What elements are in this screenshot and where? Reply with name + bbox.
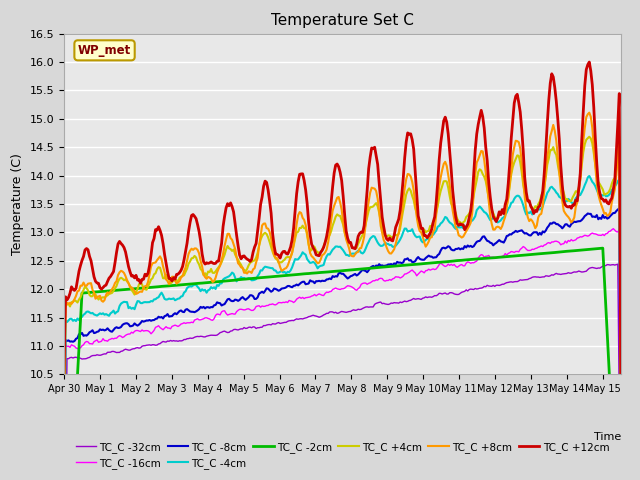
TC_C -32cm — [152, 342, 159, 348]
TC_C -4cm — [152, 296, 159, 302]
Text: Time: Time — [593, 432, 621, 443]
TC_C +8cm — [248, 270, 255, 276]
TC_C +8cm — [617, 372, 625, 377]
TC_C -4cm — [607, 191, 614, 196]
TC_C +8cm — [60, 372, 68, 377]
TC_C +4cm — [152, 270, 159, 276]
TC_C +12cm — [617, 372, 625, 377]
TC_C -4cm — [344, 252, 351, 258]
Line: TC_C +8cm: TC_C +8cm — [64, 113, 621, 374]
TC_C -2cm — [599, 245, 607, 251]
TC_C +4cm — [344, 237, 351, 243]
Title: Temperature Set C: Temperature Set C — [271, 13, 414, 28]
TC_C +12cm — [131, 275, 138, 281]
TC_C +4cm — [617, 413, 625, 419]
Line: TC_C -16cm: TC_C -16cm — [64, 228, 621, 480]
TC_C +4cm — [131, 292, 138, 298]
TC_C -16cm — [605, 228, 612, 234]
TC_C +8cm — [152, 260, 159, 265]
TC_C -16cm — [617, 473, 625, 479]
TC_C -8cm — [468, 244, 476, 250]
TC_C +12cm — [586, 59, 593, 65]
TC_C -2cm — [344, 267, 351, 273]
TC_C -16cm — [248, 308, 255, 313]
TC_C -4cm — [131, 306, 138, 312]
TC_C +4cm — [607, 186, 614, 192]
TC_C +4cm — [468, 200, 476, 206]
TC_C +8cm — [131, 288, 138, 294]
TC_C -8cm — [344, 276, 351, 281]
TC_C -4cm — [468, 218, 476, 224]
TC_C -8cm — [616, 205, 623, 211]
TC_C -32cm — [131, 346, 138, 351]
TC_C -32cm — [605, 262, 612, 268]
TC_C -32cm — [468, 287, 476, 292]
TC_C +12cm — [344, 235, 351, 241]
TC_C -32cm — [614, 261, 621, 267]
TC_C -2cm — [248, 276, 255, 281]
TC_C -8cm — [152, 316, 159, 322]
Y-axis label: Temperature (C): Temperature (C) — [11, 153, 24, 255]
TC_C +8cm — [607, 209, 614, 215]
TC_C -16cm — [344, 283, 351, 288]
TC_C +12cm — [468, 195, 476, 201]
TC_C -2cm — [152, 284, 159, 290]
TC_C +12cm — [607, 198, 614, 204]
TC_C -4cm — [586, 173, 593, 179]
TC_C +8cm — [344, 241, 351, 247]
TC_C -16cm — [609, 226, 617, 231]
TC_C -8cm — [605, 215, 612, 221]
TC_C -32cm — [248, 325, 255, 331]
TC_C -8cm — [617, 459, 625, 465]
TC_C -2cm — [468, 256, 476, 262]
TC_C +12cm — [248, 257, 255, 263]
TC_C +12cm — [152, 227, 159, 232]
TC_C -8cm — [131, 321, 138, 326]
TC_C -2cm — [131, 286, 138, 292]
Line: TC_C -8cm: TC_C -8cm — [64, 208, 621, 480]
TC_C -2cm — [607, 389, 614, 395]
TC_C -4cm — [617, 441, 625, 447]
TC_C +8cm — [468, 210, 476, 216]
TC_C +4cm — [586, 134, 593, 140]
TC_C +4cm — [248, 259, 255, 265]
Text: WP_met: WP_met — [78, 44, 131, 57]
TC_C -4cm — [248, 277, 255, 283]
Line: TC_C +12cm: TC_C +12cm — [64, 62, 621, 374]
TC_C +12cm — [60, 372, 68, 377]
Legend: TC_C -32cm, TC_C -16cm, TC_C -8cm, TC_C -4cm, TC_C -2cm, TC_C +4cm, TC_C +8cm, T: TC_C -32cm, TC_C -16cm, TC_C -8cm, TC_C … — [72, 438, 613, 473]
Line: TC_C -2cm: TC_C -2cm — [64, 248, 621, 480]
TC_C -8cm — [248, 292, 255, 298]
Line: TC_C -32cm: TC_C -32cm — [64, 264, 621, 480]
Line: TC_C -4cm: TC_C -4cm — [64, 176, 621, 480]
TC_C +8cm — [586, 110, 593, 116]
TC_C -16cm — [468, 260, 476, 265]
TC_C -32cm — [344, 309, 351, 315]
TC_C -16cm — [131, 328, 138, 334]
Line: TC_C +4cm: TC_C +4cm — [64, 137, 621, 480]
TC_C -16cm — [152, 324, 159, 330]
